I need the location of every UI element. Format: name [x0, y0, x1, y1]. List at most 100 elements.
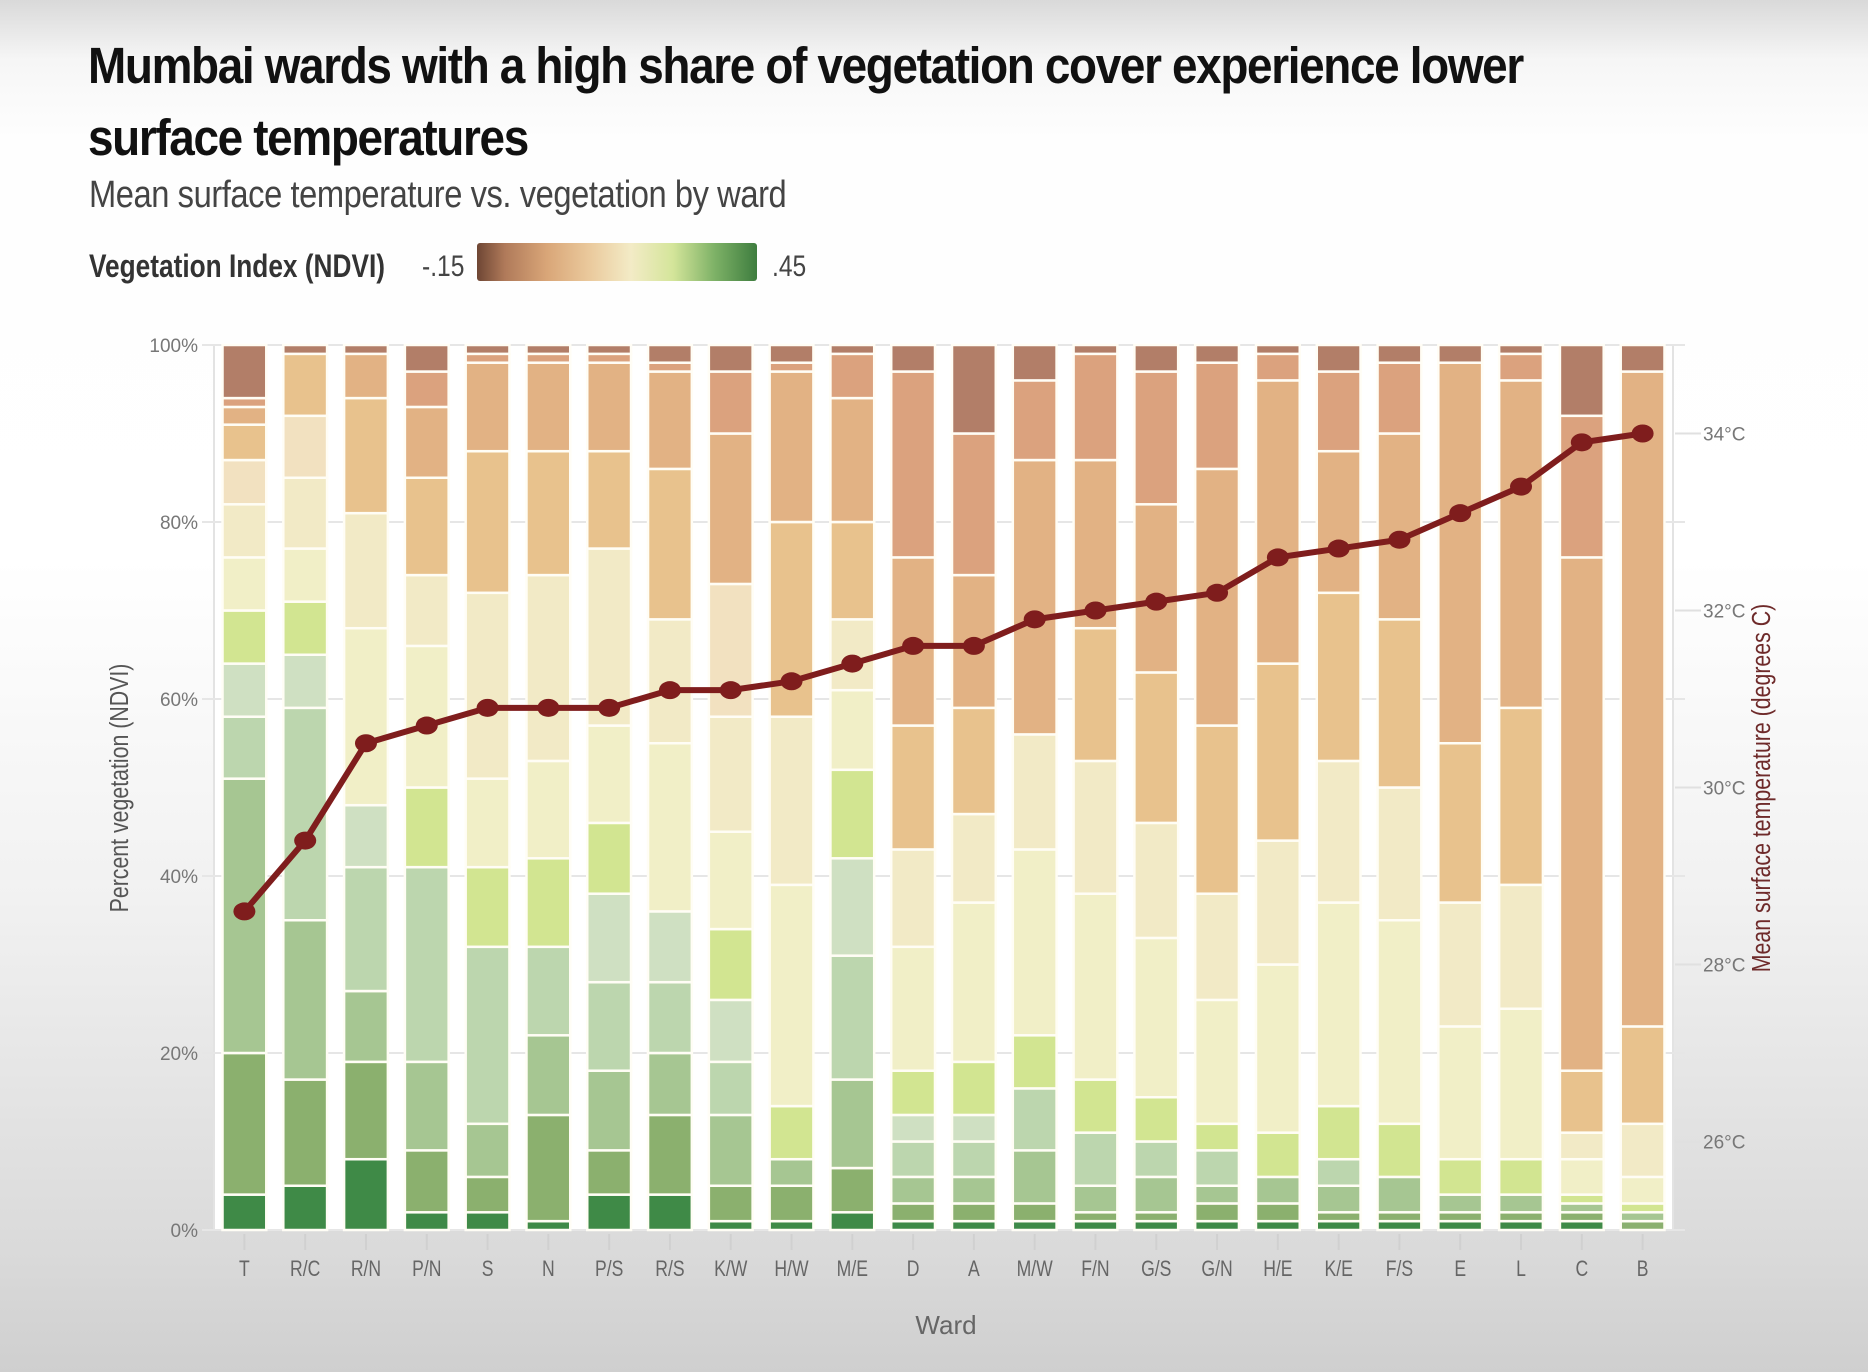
bar-segment: [525, 1034, 572, 1117]
bar-segment: [829, 396, 876, 524]
bar-segment: [221, 458, 268, 506]
x-tick-label: L: [1516, 1257, 1526, 1281]
bar-segment: [1254, 662, 1301, 842]
temperature-point: [1327, 539, 1350, 558]
x-tick-label: G/S: [1141, 1257, 1171, 1281]
bar-segment: [1133, 1096, 1180, 1143]
bar-segment: [1133, 1175, 1180, 1214]
bar-M-W: [1011, 343, 1058, 1232]
bar-segment: [1133, 821, 1180, 940]
temperature-point: [841, 654, 864, 673]
temperature-point: [1023, 610, 1046, 629]
x-tick-label: R/N: [351, 1257, 381, 1281]
bar-segment: [829, 954, 876, 1081]
bar-segment: [829, 1166, 876, 1214]
bar-segment: [525, 361, 572, 453]
bar-T: [221, 343, 268, 1232]
y2-tick-label: 34°C: [1703, 425, 1745, 446]
bar-segment: [403, 573, 450, 648]
bar-segment: [403, 343, 450, 373]
bar-segment: [1315, 759, 1362, 904]
bar-segment: [1376, 1175, 1423, 1214]
bar-segment: [707, 1219, 754, 1232]
bar-segment: [1133, 1140, 1180, 1179]
bar-segment: [829, 1078, 876, 1170]
x-tick-label: T: [239, 1257, 250, 1281]
gridlines: [202, 344, 1701, 1231]
bar-segment: [1193, 343, 1241, 364]
bar-segment: [1376, 1219, 1423, 1232]
bar-segment: [525, 945, 572, 1037]
bar-H-W: [768, 343, 815, 1232]
bar-segment: [586, 724, 633, 825]
bar-segment: [282, 919, 329, 1081]
bar-segment: [221, 343, 268, 400]
x-tick-label: G/N: [1201, 1257, 1232, 1281]
bar-K-W: [707, 343, 754, 1232]
bar-segment: [221, 1193, 268, 1232]
bar-segment: [586, 1193, 633, 1232]
bar-segment: [1376, 786, 1423, 922]
bar-segment: [950, 901, 998, 1064]
bar-segment: [889, 1113, 937, 1143]
bar-segment: [707, 1113, 754, 1187]
bar-segment: [1072, 892, 1119, 1081]
temperature-point: [780, 672, 803, 691]
bar-segment: [1437, 1211, 1484, 1223]
bar-segment: [768, 1104, 815, 1161]
bar-segment: [1619, 1219, 1666, 1232]
bar-segment: [1315, 1211, 1362, 1223]
bar-segment: [221, 1051, 268, 1196]
y-tick-label: 100%: [149, 336, 198, 357]
bar-segment: [342, 865, 390, 993]
bar-segment: [646, 361, 694, 373]
bar-segment: [1437, 901, 1484, 1028]
bar-segment: [1497, 352, 1545, 382]
bar-segment: [707, 715, 754, 834]
bar-segment: [1011, 1087, 1058, 1152]
x-tick-label: S: [482, 1257, 494, 1281]
bar-G-S: [1133, 343, 1180, 1232]
x-tick-label: M/W: [1017, 1257, 1053, 1281]
bar-segment: [1497, 883, 1545, 1010]
bar-segment: [282, 653, 329, 710]
temperature-point: [1206, 583, 1229, 602]
bar-segment: [403, 405, 450, 480]
bar-segment: [1315, 1219, 1362, 1232]
chart-subtitle: Mean surface temperature vs. vegetation …: [89, 174, 787, 216]
bar-segment: [221, 715, 268, 780]
bar-segment: [1254, 1202, 1301, 1223]
bar-segment: [342, 989, 390, 1064]
x-tick-label: K/E: [1324, 1257, 1352, 1281]
x-tick-label: R/S: [655, 1257, 684, 1281]
bar-B: [1619, 343, 1666, 1232]
bar-segment: [1254, 839, 1301, 966]
bar-segment: [1254, 1131, 1301, 1179]
bar-segment: [1558, 556, 1605, 1072]
y-tick-label: 60%: [160, 690, 198, 711]
bar-segment: [1072, 352, 1119, 462]
x-tick-label: E: [1454, 1257, 1466, 1281]
bar-segment: [1619, 1211, 1666, 1223]
plot-area: [213, 344, 1674, 1231]
bar-segment: [464, 352, 511, 364]
bar-segment: [768, 1219, 815, 1232]
legend-color-ramp: [477, 243, 757, 281]
bar-segment: [1133, 1219, 1180, 1232]
bar-segment: [1619, 1175, 1666, 1205]
bar-segment: [1193, 892, 1241, 1002]
bar-segment: [889, 724, 937, 851]
bar-segment: [1437, 1219, 1484, 1232]
bar-segment: [221, 556, 268, 612]
bar-segment: [950, 1175, 998, 1205]
temperature-point: [1449, 504, 1472, 523]
bar-segment: [1497, 1157, 1545, 1196]
bar-segment: [646, 343, 694, 364]
bar-A: [950, 343, 998, 1232]
bar-segment: [1193, 1149, 1241, 1187]
bar-segment: [1072, 1131, 1119, 1188]
bar-segment: [889, 1202, 937, 1223]
bar-segment: [342, 343, 390, 356]
temperature-point: [354, 734, 377, 753]
temperature-point: [415, 716, 438, 735]
